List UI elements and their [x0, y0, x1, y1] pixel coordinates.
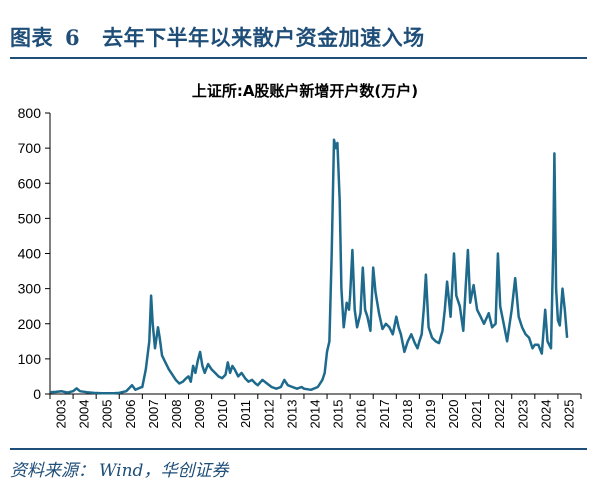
series-line — [49, 138, 569, 395]
x-tick-label: 2007 — [146, 400, 161, 429]
figure-title: 图表 6 去年下半年以来散户资金加速入场 — [10, 22, 425, 52]
y-tick-label: 600 — [18, 175, 42, 191]
source-prefix: 资料来源： — [10, 461, 95, 481]
x-tick-label: 2016 — [354, 400, 369, 429]
x-tick-label: 2009 — [192, 400, 207, 429]
chart-title: 上证所:A股账户新增开户数(万户) — [192, 82, 418, 100]
y-tick-label: 700 — [18, 140, 42, 156]
y-tick-label: 100 — [18, 351, 42, 367]
x-tick-label: 2003 — [54, 400, 69, 429]
source-text: Wind，华创证券 — [99, 461, 229, 481]
x-tick-label: 2015 — [331, 400, 346, 429]
x-tick-label: 2023 — [515, 400, 530, 429]
x-tick-label: 2017 — [377, 400, 392, 429]
x-tick-label: 2022 — [492, 400, 507, 429]
figure-caption: 去年下半年以来散户资金加速入场 — [102, 25, 425, 50]
x-tick-label: 2024 — [538, 400, 553, 429]
y-tick-label: 300 — [18, 281, 42, 297]
y-axis: 0 100 200 300 400 500 600 700 800 — [18, 105, 51, 402]
x-tick-label: 2019 — [423, 400, 438, 429]
x-tick-label: 2014 — [308, 400, 323, 429]
x-tick-label: 2011 — [238, 400, 253, 428]
x-axis: 2003 2004 2005 2006 2007 2008 2009 2010 2011 2012… — [49, 393, 582, 429]
x-tick-label: 2025 — [561, 400, 576, 429]
y-tick-label: 800 — [18, 105, 42, 121]
x-tick-label: 2004 — [77, 400, 92, 429]
x-tick-label: 2012 — [261, 400, 276, 429]
x-tick-label: 2006 — [123, 400, 138, 429]
x-tick-label: 2005 — [100, 400, 115, 429]
y-tick-label: 400 — [18, 246, 42, 262]
x-tick-label: 2018 — [400, 400, 415, 429]
figure-label: 图表 — [10, 25, 53, 50]
x-tick-label: 2021 — [469, 400, 484, 429]
top-rule — [10, 57, 587, 59]
y-tick-label: 200 — [18, 316, 42, 332]
bottom-rule — [10, 448, 587, 450]
x-tick-label: 2013 — [284, 400, 299, 429]
source-note: 资料来源： Wind，华创证券 — [10, 456, 228, 481]
x-tick-label: 2008 — [169, 400, 184, 429]
figure-number: 6 — [65, 25, 81, 50]
y-tick-label: 500 — [18, 210, 42, 226]
y-tick-label: 0 — [33, 386, 41, 402]
x-tick-label: 2020 — [446, 400, 461, 429]
x-tick-label: 2010 — [215, 400, 230, 429]
